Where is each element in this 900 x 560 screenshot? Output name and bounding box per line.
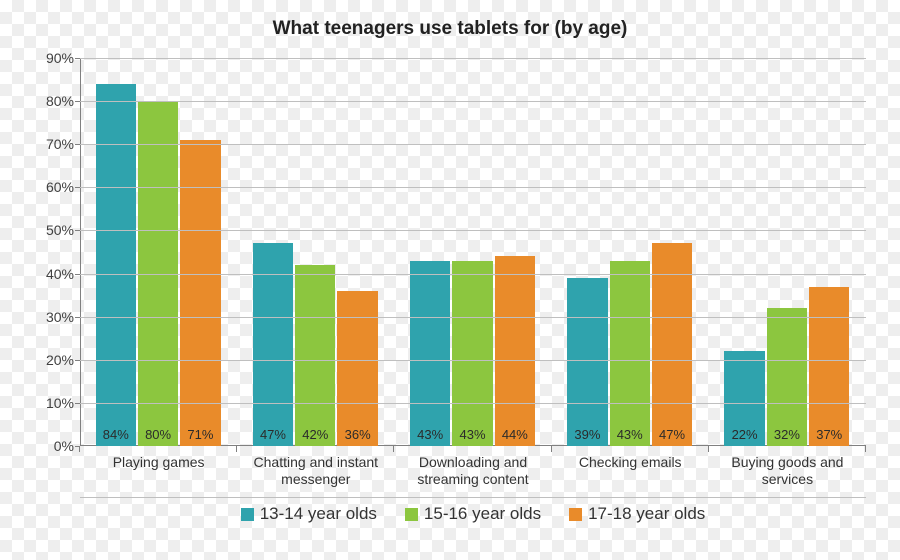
legend-item: 13-14 year olds — [241, 504, 377, 524]
y-tick-label: 40% — [30, 266, 74, 282]
gridline — [80, 317, 866, 318]
y-tick-mark — [75, 230, 80, 231]
chart-frame: What teenagers use tablets for (by age) … — [24, 18, 876, 524]
x-axis-label: Downloading and streaming content — [394, 452, 551, 488]
x-axis-label: Chatting and instant messenger — [237, 452, 394, 488]
bar-group: 39% 43% 47% — [552, 58, 709, 446]
bar: 39% — [567, 278, 607, 446]
bar-value-label: 47% — [659, 427, 685, 442]
y-tick-label: 80% — [30, 93, 74, 109]
legend-label: 15-16 year olds — [424, 504, 541, 524]
bars-wrap: 43% 43% 44% — [410, 58, 535, 446]
y-tick-label: 90% — [30, 50, 74, 66]
y-tick-mark — [75, 317, 80, 318]
y-tick-mark — [75, 403, 80, 404]
bars-wrap: 22% 32% 37% — [724, 58, 849, 446]
legend-swatch — [569, 508, 582, 521]
x-axis-label: Buying goods and services — [709, 452, 866, 488]
gridline — [80, 101, 866, 102]
bar-value-label: 84% — [103, 427, 129, 442]
chart-title: What teenagers use tablets for (by age) — [24, 18, 876, 40]
bar-group: 47% 42% 36% — [237, 58, 394, 446]
y-tick-mark — [75, 274, 80, 275]
y-tick-mark — [75, 187, 80, 188]
y-tick-mark — [75, 360, 80, 361]
gridline — [80, 230, 866, 231]
bar-value-label: 47% — [260, 427, 286, 442]
bar-value-label: 43% — [617, 427, 643, 442]
plot-area: 84% 80% 71% 47% 42% 36% 43% 43% 44% 39% 43% 47% 22% 3… — [80, 58, 866, 446]
gridline — [80, 274, 866, 275]
bar-value-label: 42% — [302, 427, 328, 442]
bar-value-label: 71% — [187, 427, 213, 442]
y-tick-mark — [75, 144, 80, 145]
bar: 43% — [452, 261, 492, 446]
bar-group: 43% 43% 44% — [394, 58, 551, 446]
gridline — [80, 187, 866, 188]
bar: 84% — [96, 84, 136, 446]
y-tick-label: 20% — [30, 352, 74, 368]
y-tick-label: 70% — [30, 136, 74, 152]
bar: 32% — [767, 308, 807, 446]
bar: 36% — [337, 291, 377, 446]
x-axis-labels: Playing gamesChatting and instant messen… — [80, 452, 866, 488]
bar-value-label: 43% — [459, 427, 485, 442]
gridline — [80, 403, 866, 404]
bar-value-label: 43% — [417, 427, 443, 442]
gridline — [80, 360, 866, 361]
y-tick-label: 30% — [30, 309, 74, 325]
x-axis-label: Checking emails — [552, 452, 709, 488]
bar-value-label: 80% — [145, 427, 171, 442]
bar-value-label: 32% — [774, 427, 800, 442]
gridline — [80, 144, 866, 145]
bar-value-label: 22% — [732, 427, 758, 442]
legend-item: 15-16 year olds — [405, 504, 541, 524]
bar-value-label: 39% — [574, 427, 600, 442]
bars-wrap: 84% 80% 71% — [96, 58, 221, 446]
legend-swatch — [405, 508, 418, 521]
bar: 71% — [180, 140, 220, 446]
gridline — [80, 58, 866, 59]
y-tick-mark — [75, 58, 80, 59]
bar: 37% — [809, 287, 849, 447]
bar: 44% — [495, 256, 535, 446]
bar-groups: 84% 80% 71% 47% 42% 36% 43% 43% 44% 39% 43% 47% 22% 3… — [80, 58, 866, 446]
bar: 42% — [295, 265, 335, 446]
legend-label: 13-14 year olds — [260, 504, 377, 524]
bar-group: 22% 32% 37% — [709, 58, 866, 446]
bar-value-label: 37% — [816, 427, 842, 442]
bar: 43% — [610, 261, 650, 446]
bar: 43% — [410, 261, 450, 446]
y-tick-label: 60% — [30, 179, 74, 195]
y-tick-label: 0% — [30, 438, 74, 454]
legend-item: 17-18 year olds — [569, 504, 705, 524]
legend-label: 17-18 year olds — [588, 504, 705, 524]
y-tick-mark — [75, 446, 80, 447]
x-axis-label: Playing games — [80, 452, 237, 488]
bar: 22% — [724, 351, 764, 446]
y-tick-label: 10% — [30, 395, 74, 411]
bars-wrap: 47% 42% 36% — [253, 58, 378, 446]
bar-group: 84% 80% 71% — [80, 58, 237, 446]
legend-swatch — [241, 508, 254, 521]
y-tick-mark — [75, 101, 80, 102]
bar-value-label: 36% — [345, 427, 371, 442]
bars-wrap: 39% 43% 47% — [567, 58, 692, 446]
legend: 13-14 year olds 15-16 year olds 17-18 year… — [80, 497, 866, 524]
y-tick-label: 50% — [30, 222, 74, 238]
bar-value-label: 44% — [502, 427, 528, 442]
